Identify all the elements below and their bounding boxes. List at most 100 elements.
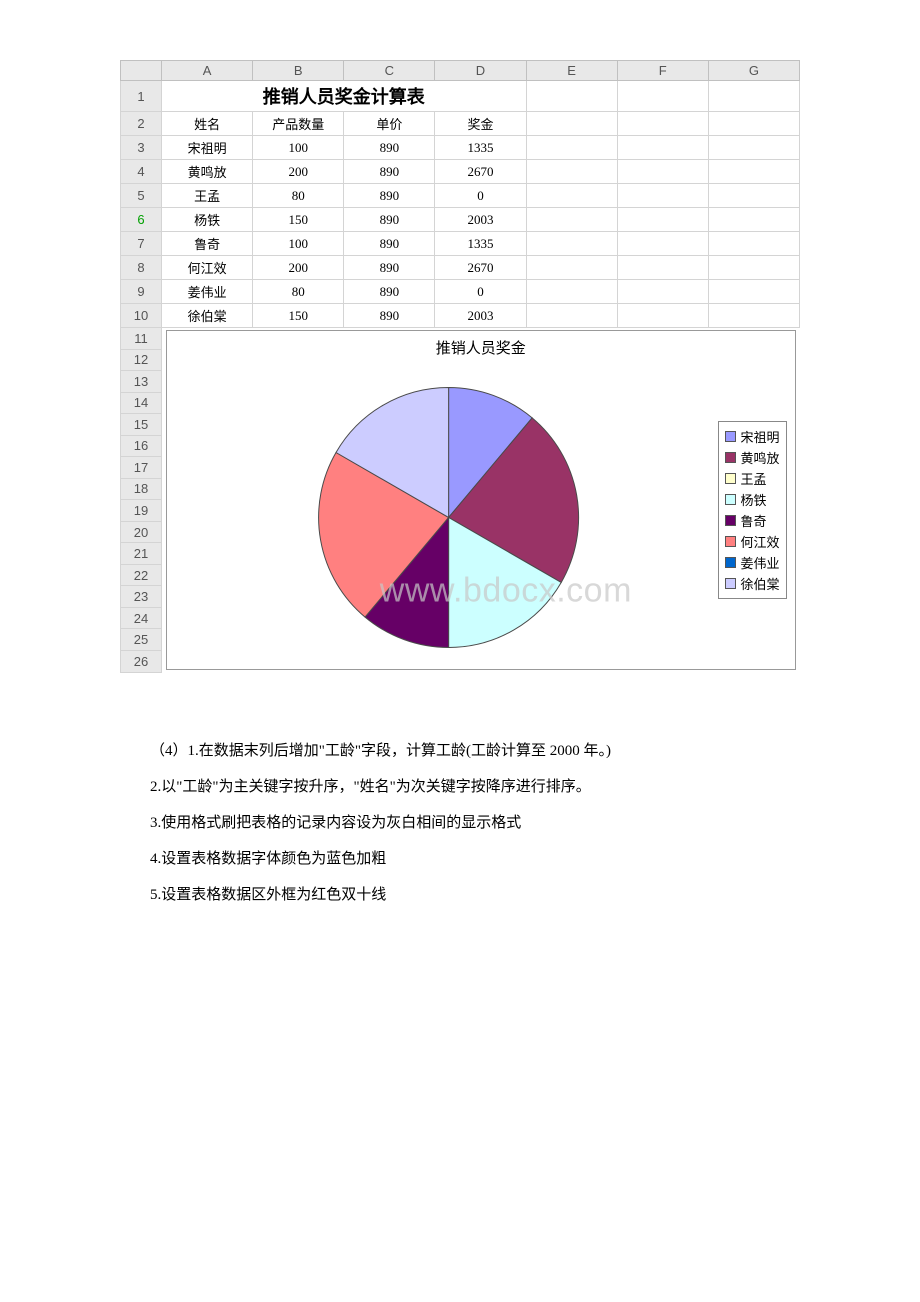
row-header[interactable]: 13	[121, 371, 162, 393]
row-header[interactable]: 23	[121, 586, 162, 608]
cell[interactable]: 奖金	[435, 112, 526, 136]
cell[interactable]	[617, 184, 708, 208]
cell[interactable]: 100	[253, 136, 344, 160]
cell[interactable]: 鲁奇	[162, 232, 253, 256]
row-header[interactable]: 14	[121, 392, 162, 414]
legend-item[interactable]: 杨铁	[725, 489, 779, 510]
cell[interactable]: 890	[344, 304, 435, 328]
cell[interactable]: 姜伟业	[162, 280, 253, 304]
col-header[interactable]: A	[162, 61, 253, 81]
row-header[interactable]: 17	[121, 457, 162, 479]
row-header[interactable]: 26	[121, 650, 162, 672]
row-header[interactable]: 21	[121, 543, 162, 565]
cell[interactable]: 2003	[435, 208, 526, 232]
row-header[interactable]: 4	[121, 160, 162, 184]
row-header[interactable]: 7	[121, 232, 162, 256]
row-header[interactable]: 6	[121, 208, 162, 232]
row-header[interactable]: 12	[121, 349, 162, 371]
cell[interactable]: 0	[435, 280, 526, 304]
cell[interactable]	[708, 136, 799, 160]
cell[interactable]: 890	[344, 184, 435, 208]
cell[interactable]: 890	[344, 160, 435, 184]
legend-item[interactable]: 黄鸣放	[725, 447, 779, 468]
cell[interactable]	[708, 184, 799, 208]
cell[interactable]: 1335	[435, 136, 526, 160]
cell[interactable]	[526, 184, 617, 208]
cell[interactable]	[526, 208, 617, 232]
cell[interactable]	[617, 112, 708, 136]
legend-item[interactable]: 鲁奇	[725, 510, 779, 531]
cell[interactable]	[708, 208, 799, 232]
row-header[interactable]: 25	[121, 629, 162, 651]
row-header[interactable]: 3	[121, 136, 162, 160]
cell[interactable]: 200	[253, 160, 344, 184]
cell[interactable]	[617, 232, 708, 256]
cell[interactable]	[617, 256, 708, 280]
cell[interactable]	[708, 256, 799, 280]
row-header[interactable]: 22	[121, 564, 162, 586]
cell[interactable]: 150	[253, 304, 344, 328]
cell[interactable]	[526, 81, 617, 112]
row-header[interactable]: 9	[121, 280, 162, 304]
cell[interactable]: 黄鸣放	[162, 160, 253, 184]
row-header[interactable]: 5	[121, 184, 162, 208]
cell[interactable]: 2003	[435, 304, 526, 328]
legend-item[interactable]: 王孟	[725, 468, 779, 489]
cell[interactable]	[526, 160, 617, 184]
row-header[interactable]: 11	[121, 328, 162, 350]
row-header[interactable]: 1	[121, 81, 162, 112]
col-header[interactable]: B	[253, 61, 344, 81]
col-header[interactable]: C	[344, 61, 435, 81]
cell[interactable]: 0	[435, 184, 526, 208]
title-cell[interactable]: 推销人员奖金计算表	[162, 81, 527, 112]
cell[interactable]: 杨铁	[162, 208, 253, 232]
cell[interactable]: 单价	[344, 112, 435, 136]
legend-item[interactable]: 徐伯棠	[725, 573, 779, 594]
cell[interactable]: 王孟	[162, 184, 253, 208]
legend-item[interactable]: 宋祖明	[725, 426, 779, 447]
legend-item[interactable]: 何江效	[725, 531, 779, 552]
cell[interactable]	[526, 256, 617, 280]
cell[interactable]	[708, 280, 799, 304]
cell[interactable]: 宋祖明	[162, 136, 253, 160]
cell[interactable]: 100	[253, 232, 344, 256]
cell[interactable]: 产品数量	[253, 112, 344, 136]
cell[interactable]: 徐伯棠	[162, 304, 253, 328]
cell[interactable]: 2670	[435, 160, 526, 184]
col-header[interactable]: F	[617, 61, 708, 81]
cell[interactable]	[617, 208, 708, 232]
cell[interactable]: 890	[344, 208, 435, 232]
cell[interactable]: 150	[253, 208, 344, 232]
row-header[interactable]: 2	[121, 112, 162, 136]
row-header[interactable]: 20	[121, 521, 162, 543]
cell[interactable]	[617, 136, 708, 160]
cell[interactable]: 1335	[435, 232, 526, 256]
row-header[interactable]: 8	[121, 256, 162, 280]
cell[interactable]	[708, 160, 799, 184]
cell[interactable]: 80	[253, 280, 344, 304]
cell[interactable]: 890	[344, 232, 435, 256]
row-header[interactable]: 16	[121, 435, 162, 457]
legend-item[interactable]: 姜伟业	[725, 552, 779, 573]
cell[interactable]	[526, 232, 617, 256]
cell[interactable]	[617, 81, 708, 112]
cell[interactable]	[708, 112, 799, 136]
cell[interactable]	[526, 280, 617, 304]
col-header[interactable]: E	[526, 61, 617, 81]
row-header[interactable]: 15	[121, 414, 162, 436]
row-header[interactable]: 24	[121, 607, 162, 629]
cell[interactable]	[617, 304, 708, 328]
cell[interactable]: 890	[344, 280, 435, 304]
col-header[interactable]: D	[435, 61, 526, 81]
cell[interactable]: 何江效	[162, 256, 253, 280]
cell[interactable]	[617, 280, 708, 304]
cell[interactable]	[708, 304, 799, 328]
cell[interactable]	[526, 304, 617, 328]
cell[interactable]	[617, 160, 708, 184]
cell[interactable]: 890	[344, 136, 435, 160]
cell[interactable]: 200	[253, 256, 344, 280]
row-header[interactable]: 18	[121, 478, 162, 500]
col-header[interactable]: G	[708, 61, 799, 81]
cell[interactable]	[708, 81, 799, 112]
cell[interactable]	[526, 136, 617, 160]
